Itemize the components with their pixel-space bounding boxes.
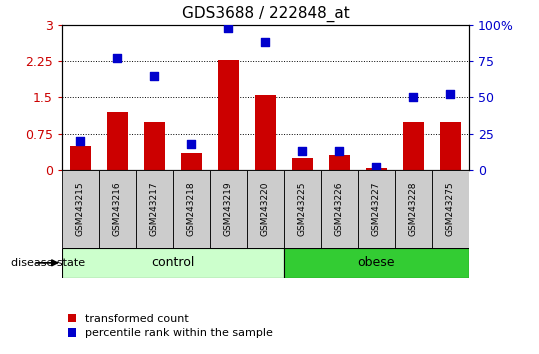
Bar bbox=[395, 170, 432, 248]
Point bbox=[113, 55, 122, 61]
Bar bbox=[218, 59, 239, 170]
Bar bbox=[144, 121, 164, 170]
Bar bbox=[210, 170, 247, 248]
Point bbox=[150, 73, 159, 78]
Bar bbox=[70, 146, 91, 170]
Point bbox=[261, 39, 270, 45]
Text: GSM243215: GSM243215 bbox=[76, 182, 85, 236]
Bar bbox=[62, 170, 99, 248]
Bar bbox=[358, 170, 395, 248]
Text: GSM243219: GSM243219 bbox=[224, 182, 233, 236]
Point bbox=[76, 138, 85, 144]
Bar bbox=[247, 170, 284, 248]
Point bbox=[409, 95, 418, 100]
Bar bbox=[440, 121, 461, 170]
Title: GDS3688 / 222848_at: GDS3688 / 222848_at bbox=[182, 6, 349, 22]
Point bbox=[298, 148, 307, 154]
Text: GSM243227: GSM243227 bbox=[372, 182, 381, 236]
Point bbox=[446, 92, 455, 97]
Text: control: control bbox=[151, 256, 195, 269]
Legend: transformed count, percentile rank within the sample: transformed count, percentile rank withi… bbox=[67, 314, 273, 338]
Point bbox=[224, 25, 233, 30]
Bar bbox=[99, 170, 136, 248]
Bar bbox=[292, 158, 313, 170]
Text: GSM243228: GSM243228 bbox=[409, 182, 418, 236]
Text: GSM243216: GSM243216 bbox=[113, 182, 122, 236]
Point bbox=[372, 164, 381, 170]
Bar bbox=[181, 153, 202, 170]
Text: GSM243217: GSM243217 bbox=[150, 182, 159, 236]
Bar bbox=[432, 170, 469, 248]
Text: GSM243275: GSM243275 bbox=[446, 182, 455, 236]
Bar bbox=[367, 167, 386, 170]
Bar bbox=[403, 121, 424, 170]
Bar bbox=[284, 170, 321, 248]
Text: GSM243225: GSM243225 bbox=[298, 182, 307, 236]
Bar bbox=[62, 248, 284, 278]
Point bbox=[335, 148, 344, 154]
Bar bbox=[107, 112, 128, 170]
Bar bbox=[255, 95, 275, 170]
Bar bbox=[284, 248, 469, 278]
Text: GSM243218: GSM243218 bbox=[187, 182, 196, 236]
Text: disease state: disease state bbox=[11, 258, 85, 268]
Text: GSM243220: GSM243220 bbox=[261, 182, 270, 236]
Point bbox=[187, 141, 196, 147]
Text: obese: obese bbox=[358, 256, 395, 269]
Bar bbox=[321, 170, 358, 248]
Text: GSM243226: GSM243226 bbox=[335, 182, 344, 236]
Bar bbox=[329, 155, 350, 170]
Bar bbox=[136, 170, 173, 248]
Bar bbox=[173, 170, 210, 248]
